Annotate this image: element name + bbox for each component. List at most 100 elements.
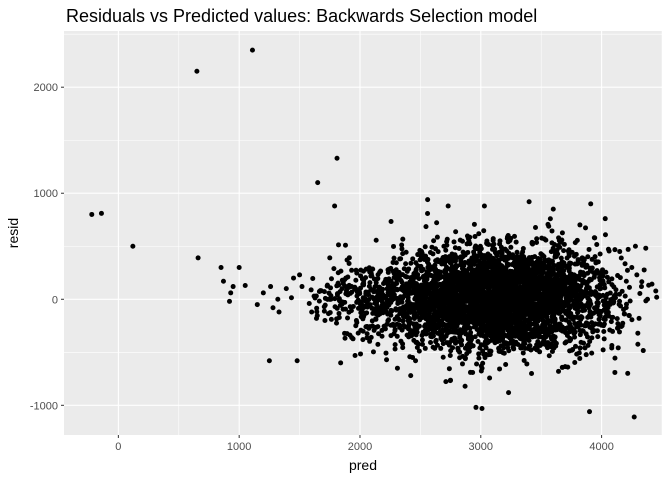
data-point <box>577 345 583 351</box>
data-point <box>554 276 560 282</box>
data-point <box>349 289 355 295</box>
data-point <box>605 246 611 252</box>
data-point <box>548 344 554 350</box>
data-point <box>471 284 477 290</box>
data-point <box>534 236 540 242</box>
data-point <box>484 313 490 319</box>
data-point <box>399 311 405 317</box>
data-point <box>478 246 484 252</box>
data-point <box>471 324 477 330</box>
data-point <box>521 307 527 313</box>
data-point <box>521 254 527 260</box>
data-point <box>346 309 352 315</box>
data-point <box>321 308 327 314</box>
data-point <box>448 267 454 273</box>
data-point <box>473 274 479 280</box>
data-point <box>230 284 236 290</box>
data-point <box>597 282 603 288</box>
data-point <box>455 302 461 308</box>
data-point <box>458 295 464 301</box>
data-point <box>474 318 480 324</box>
data-point <box>615 321 621 327</box>
data-point <box>249 47 255 53</box>
data-point <box>410 354 416 360</box>
data-point <box>612 355 618 361</box>
data-point <box>392 342 398 348</box>
data-point <box>511 315 517 321</box>
data-point <box>402 273 408 279</box>
axes: 0 1000 2000 3000 4000 -1000 0 1000 2000 <box>30 82 614 453</box>
data-point <box>379 290 385 296</box>
data-point <box>417 247 423 253</box>
data-point <box>577 355 583 361</box>
data-point <box>433 337 439 343</box>
data-point <box>406 334 412 340</box>
data-point <box>602 316 608 322</box>
data-point <box>352 353 358 359</box>
data-point <box>537 256 543 262</box>
data-point <box>484 241 490 247</box>
data-point <box>578 283 584 289</box>
data-point <box>490 311 496 317</box>
data-point <box>617 249 623 255</box>
data-point <box>479 330 485 336</box>
data-point <box>446 312 452 318</box>
data-point <box>594 308 600 314</box>
data-point <box>312 295 318 301</box>
data-point <box>416 348 422 354</box>
data-point <box>578 297 584 303</box>
data-point <box>438 305 444 311</box>
data-point <box>597 251 603 257</box>
data-point <box>604 274 610 280</box>
data-point <box>520 289 526 295</box>
data-point <box>334 305 340 311</box>
data-point <box>476 351 482 357</box>
data-point <box>437 318 443 324</box>
data-point <box>507 268 513 274</box>
data-point <box>520 350 526 356</box>
data-point <box>467 308 473 314</box>
data-point <box>487 295 493 301</box>
data-point <box>327 255 333 261</box>
data-point <box>637 290 643 296</box>
data-point <box>517 274 523 280</box>
y-axis-title: resid <box>5 218 21 248</box>
data-point <box>465 289 471 295</box>
data-point <box>468 335 474 341</box>
data-point <box>497 366 503 372</box>
data-point <box>492 269 498 275</box>
data-point <box>384 304 390 310</box>
data-point <box>423 289 429 295</box>
data-point <box>364 335 370 341</box>
data-point <box>566 306 572 312</box>
data-point <box>556 264 562 270</box>
y-tick-label: 0 <box>52 294 58 306</box>
data-point <box>574 261 580 267</box>
data-point <box>601 307 607 313</box>
data-point <box>529 295 535 301</box>
data-point <box>471 221 477 227</box>
data-point <box>328 285 334 291</box>
data-point <box>437 273 443 279</box>
data-point <box>350 303 356 309</box>
data-point <box>309 309 315 315</box>
data-point <box>390 293 396 299</box>
data-point <box>624 267 630 273</box>
data-point <box>561 288 567 294</box>
data-point <box>427 323 433 329</box>
data-point <box>529 370 535 376</box>
data-point <box>499 290 505 296</box>
data-point <box>587 409 593 415</box>
data-point <box>558 303 564 309</box>
data-point <box>457 335 463 341</box>
data-point <box>568 328 574 334</box>
data-point <box>543 329 549 335</box>
data-point <box>358 301 364 307</box>
data-point <box>349 267 355 273</box>
data-point <box>453 293 459 299</box>
data-point <box>390 287 396 293</box>
data-point <box>572 329 578 335</box>
data-point <box>364 323 370 329</box>
data-point <box>496 332 502 338</box>
data-point <box>347 332 353 338</box>
